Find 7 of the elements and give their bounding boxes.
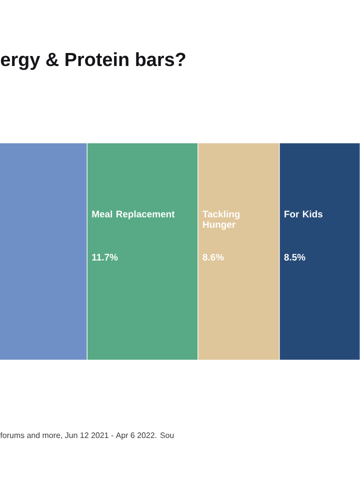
- data-label: 11.7%: [92, 254, 118, 261]
- category-label: For Kids: [284, 210, 322, 218]
- category-label: Meal Replacement: [92, 210, 175, 220]
- category-label: Tackling Hunger: [202, 210, 240, 230]
- data-label: 8.5%: [284, 254, 306, 261]
- text: ergy & Protein bars?: [0, 52, 186, 70]
- data-label: 8.6%: [202, 254, 224, 261]
